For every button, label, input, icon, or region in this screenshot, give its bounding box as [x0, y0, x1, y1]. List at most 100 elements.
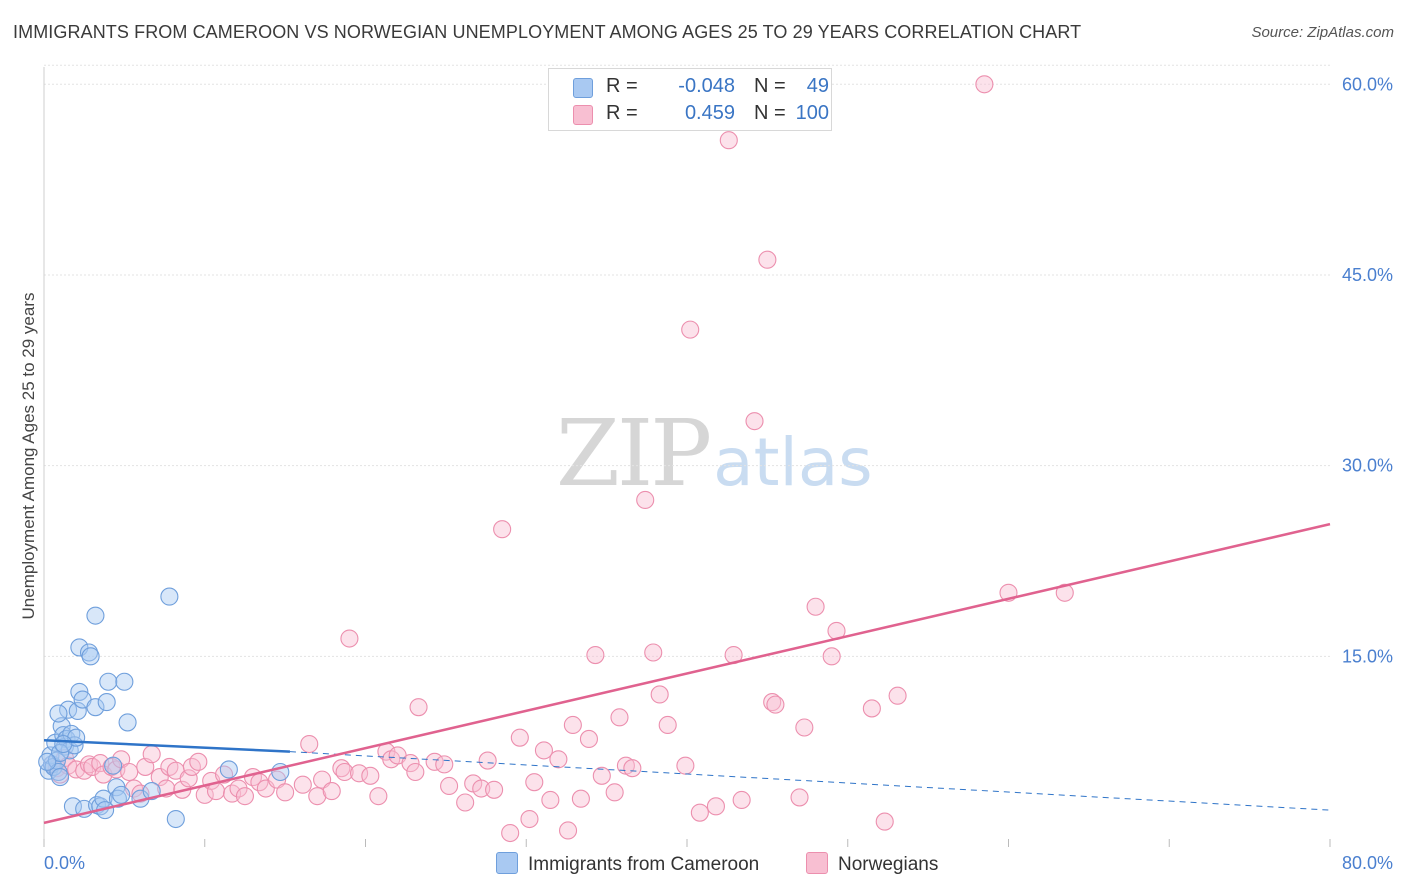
point-norwegians: [510, 728, 529, 747]
point-norwegians: [745, 412, 764, 431]
point-cameroon: [68, 701, 87, 721]
point-cameroon: [86, 606, 105, 625]
point-norwegians: [541, 790, 560, 810]
point-norwegians: [571, 789, 590, 808]
point-norwegians: [340, 629, 359, 648]
bottom-legend-norwegians: Norwegians: [806, 852, 938, 876]
point-norwegians: [189, 752, 208, 771]
point-norwegians: [131, 784, 150, 803]
point-norwegians: [806, 597, 825, 616]
point-norwegians: [636, 490, 655, 510]
point-cameroon: [115, 672, 134, 691]
point-norwegians: [472, 779, 491, 798]
point-norwegians: [493, 520, 512, 539]
point-norwegians: [822, 647, 841, 666]
point-norwegians: [690, 803, 709, 822]
legend-r-label: R =: [606, 75, 638, 97]
point-norwegians: [763, 693, 782, 712]
point-norwegians: [406, 762, 425, 782]
x-tick-label-min: 0.0%: [44, 853, 85, 873]
point-norwegians: [300, 734, 319, 754]
point-norwegians: [558, 821, 578, 840]
point-norwegians: [142, 745, 161, 764]
point-cameroon: [99, 672, 118, 691]
point-norwegians: [120, 762, 139, 782]
point-norwegians: [795, 718, 814, 737]
point-norwegians: [435, 755, 454, 774]
bottom-legend-label: Norwegians: [838, 854, 939, 875]
point-norwegians: [605, 783, 624, 802]
point-cameroon: [219, 760, 238, 779]
legend-swatch-cameroon: [573, 78, 593, 98]
point-norwegians: [1055, 583, 1074, 602]
point-norwegians: [790, 788, 809, 807]
legend-swatch-norwegians: [573, 105, 593, 125]
point-norwegians: [308, 787, 327, 806]
legend-r-value: 0.459: [684, 102, 735, 124]
point-cameroon: [51, 768, 70, 787]
point-norwegians: [549, 750, 568, 769]
legend-n-value: 49: [806, 75, 829, 97]
point-norwegians: [766, 695, 785, 714]
point-norwegians: [409, 698, 428, 717]
point-norwegians: [610, 708, 629, 727]
point-norwegians: [719, 131, 738, 150]
point-norwegians: [623, 759, 642, 778]
point-norwegians: [732, 790, 751, 810]
point-norwegians: [888, 686, 907, 705]
point-cameroon: [160, 587, 179, 606]
point-norwegians: [681, 320, 700, 339]
legend-n-label: N =: [754, 102, 786, 124]
y-tick-label: 60.0%: [1342, 74, 1393, 94]
point-norwegians: [501, 823, 520, 843]
legend-r-value: -0.048: [678, 75, 735, 97]
point-norwegians: [658, 715, 677, 735]
point-norwegians: [440, 776, 459, 796]
point-norwegians: [229, 779, 248, 798]
point-norwegians: [276, 783, 295, 802]
point-norwegians: [592, 766, 611, 785]
point-norwegians: [520, 809, 539, 829]
legend-n-label: N =: [754, 75, 786, 97]
point-norwegians: [478, 751, 497, 770]
point-cameroon: [142, 782, 161, 801]
point-cameroon: [86, 698, 105, 717]
point-cameroon: [54, 734, 73, 754]
point-norwegians: [485, 780, 504, 799]
point-cameroon: [94, 789, 113, 808]
point-norwegians: [361, 766, 380, 785]
legend-n-value: 100: [795, 102, 829, 124]
point-norwegians: [322, 782, 341, 801]
point-norwegians: [335, 762, 354, 782]
x-tick-label-max: 80.0%: [1342, 853, 1393, 873]
point-norwegians: [975, 75, 994, 94]
trendline-norwegians: [43, 522, 1331, 825]
point-norwegians: [534, 741, 553, 760]
point-norwegians: [706, 797, 725, 816]
point-norwegians: [758, 250, 777, 269]
point-norwegians: [179, 769, 198, 788]
point-norwegians: [875, 812, 894, 831]
point-cameroon: [97, 693, 116, 712]
point-norwegians: [579, 729, 598, 748]
point-norwegians: [563, 715, 582, 735]
point-cameroon: [166, 809, 185, 829]
point-norwegians: [293, 775, 312, 794]
bottom-legend-swatch-norwegians: [806, 852, 828, 874]
point-norwegians: [235, 787, 254, 806]
legend-r-label: R =: [606, 102, 638, 124]
y-tick-label: 45.0%: [1342, 265, 1393, 285]
point-cameroon: [81, 647, 100, 666]
point-norwegians: [650, 685, 669, 704]
point-norwegians: [862, 699, 881, 718]
bottom-legend-label: Immigrants from Cameroon: [528, 854, 760, 875]
source-label: Source: ZipAtlas.com: [1251, 24, 1394, 41]
point-norwegians: [350, 764, 369, 783]
point-cameroon: [49, 704, 68, 723]
trendline-cameroon-extension: [289, 751, 1331, 811]
point-norwegians: [456, 793, 475, 812]
point-cameroon: [118, 713, 137, 732]
trendline-cameroon: [43, 738, 291, 753]
bottom-legend-swatch-cameroon: [496, 852, 518, 874]
